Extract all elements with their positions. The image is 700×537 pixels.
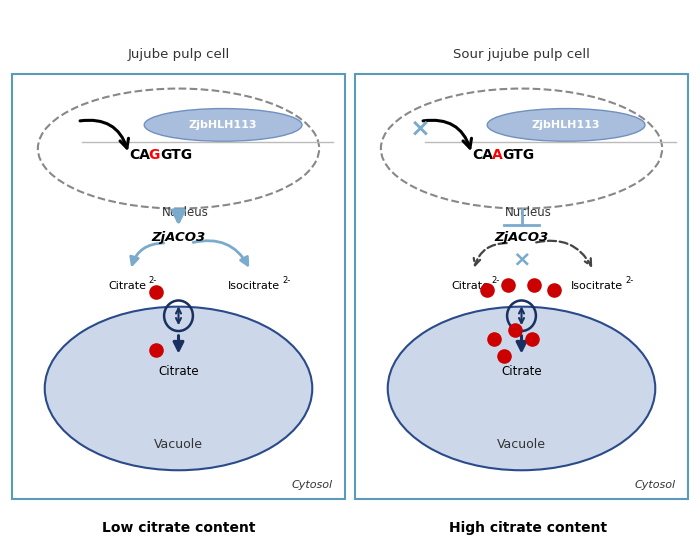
Point (150, 346, 162, 354)
Text: 2-: 2- (491, 277, 500, 286)
Ellipse shape (144, 108, 302, 141)
Text: Citrate: Citrate (108, 281, 146, 291)
Text: Citrate: Citrate (501, 365, 542, 378)
Text: ZjbHLH113: ZjbHLH113 (532, 120, 601, 130)
FancyBboxPatch shape (355, 74, 688, 499)
Text: Citrate: Citrate (158, 365, 199, 378)
Point (526, 335, 538, 344)
Text: GTG: GTG (160, 148, 193, 162)
Ellipse shape (487, 108, 645, 141)
Text: CA: CA (129, 148, 150, 162)
Text: GTG: GTG (503, 148, 535, 162)
Ellipse shape (45, 307, 312, 470)
Text: G: G (148, 148, 160, 162)
Point (549, 286, 560, 295)
Text: 2-: 2- (625, 277, 634, 286)
Text: ×: × (512, 249, 531, 270)
Ellipse shape (388, 307, 655, 470)
Text: CA: CA (472, 148, 493, 162)
Text: Low citrate content: Low citrate content (102, 521, 256, 535)
FancyBboxPatch shape (12, 74, 345, 499)
Ellipse shape (381, 89, 662, 208)
Point (482, 286, 493, 295)
Point (509, 326, 520, 335)
Text: Nucleus: Nucleus (505, 206, 552, 219)
Text: Jujube pulp cell: Jujube pulp cell (127, 48, 230, 61)
Text: ZjACO3: ZjACO3 (151, 231, 206, 244)
Point (528, 280, 539, 289)
Text: High citrate content: High citrate content (449, 521, 608, 535)
Point (498, 351, 510, 360)
Text: 2-: 2- (148, 277, 157, 286)
Text: Nucleus: Nucleus (162, 206, 209, 219)
Point (489, 335, 500, 344)
Text: Vacuole: Vacuole (154, 438, 203, 451)
Text: Cytosol: Cytosol (635, 480, 675, 490)
Text: ZjACO3: ZjACO3 (494, 231, 549, 244)
Point (150, 288, 162, 296)
Text: Isocitrate: Isocitrate (571, 281, 623, 291)
Point (502, 280, 513, 289)
Text: Cytosol: Cytosol (292, 480, 332, 490)
Text: ZjbHLH113: ZjbHLH113 (189, 120, 258, 130)
Text: Citrate: Citrate (451, 281, 489, 291)
Ellipse shape (38, 89, 319, 208)
Text: Vacuole: Vacuole (497, 438, 546, 451)
Text: 2-: 2- (282, 277, 290, 286)
Text: Sour jujube pulp cell: Sour jujube pulp cell (453, 48, 590, 61)
Text: ×: × (410, 117, 430, 141)
Text: Isocitrate: Isocitrate (228, 281, 280, 291)
Text: A: A (491, 148, 503, 162)
